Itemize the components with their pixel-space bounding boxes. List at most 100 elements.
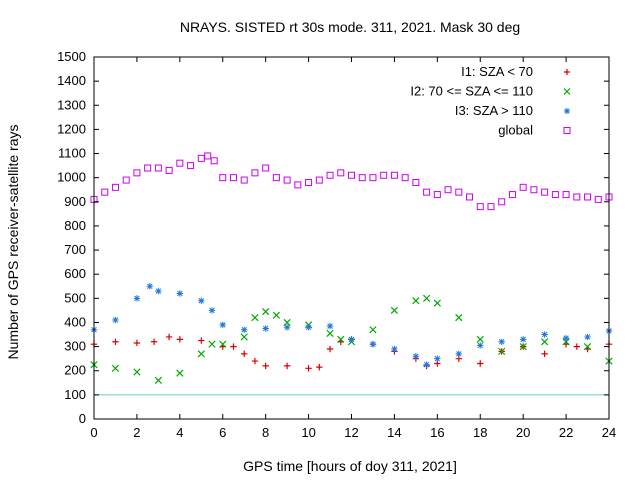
- data-point-i3-sza-110: [112, 316, 119, 324]
- data-point-i2-70-sza-110: [369, 326, 377, 334]
- data-point-i2-70-sza-110: [262, 307, 270, 316]
- data-point-global: [498, 198, 506, 206]
- data-point-global: [305, 178, 313, 186]
- data-point-global: [433, 191, 441, 199]
- data-point-global: [240, 176, 248, 184]
- data-point-global: [380, 171, 388, 179]
- data-point-global: [476, 203, 484, 211]
- y-tick-label: 200: [64, 363, 86, 378]
- legend-marker: [563, 127, 571, 134]
- data-point-global: [369, 174, 377, 182]
- data-point-i3-sza-110: [133, 295, 141, 302]
- x-tick-label: 20: [516, 425, 530, 440]
- data-point-i2-70-sza-110: [433, 299, 441, 307]
- data-point-i3-sza-110: [391, 345, 398, 353]
- data-point-i2-70-sza-110: [240, 333, 248, 341]
- data-point-global: [444, 186, 452, 194]
- y-tick-label: 900: [64, 194, 86, 209]
- data-point-i1-sza-70: [573, 343, 581, 350]
- data-point-global: [562, 191, 570, 199]
- data-point-i2-70-sza-110: [283, 318, 291, 327]
- data-point-global: [487, 203, 495, 211]
- y-tick-label: 1300: [57, 97, 86, 112]
- data-point-i3-sza-110: [584, 333, 591, 341]
- data-point-global: [358, 174, 366, 182]
- data-point-i3-sza-110: [283, 324, 291, 331]
- data-point-i3-sza-110: [455, 350, 462, 358]
- series-4: [90, 152, 613, 211]
- data-point-i2-70-sza-110: [176, 369, 184, 377]
- data-point-i2-70-sza-110: [519, 342, 527, 351]
- data-point-i3-sza-110: [434, 355, 441, 362]
- data-point-i1-sza-70: [150, 338, 158, 345]
- data-point-i1-sza-70: [251, 357, 259, 365]
- data-point-i2-70-sza-110: [251, 314, 259, 322]
- data-point-global: [584, 193, 592, 201]
- x-tick-label: 4: [176, 425, 183, 440]
- data-point-global: [187, 162, 195, 170]
- data-point-i3-sza-110: [176, 290, 184, 297]
- data-point-i3-sza-110: [241, 326, 248, 333]
- data-point-i1-sza-70: [283, 362, 291, 370]
- chart-title: NRAYS. SISTED rt 30s mode. 311, 2021. Ma…: [180, 19, 520, 35]
- x-tick-label: 14: [387, 425, 401, 440]
- data-point-global: [210, 157, 218, 165]
- data-point-i1-sza-70: [541, 350, 548, 358]
- legend-label: I1: SZA < 70: [461, 64, 533, 79]
- data-point-global: [165, 166, 173, 174]
- x-tick-label: 6: [219, 425, 226, 440]
- y-tick-label: 500: [64, 290, 86, 305]
- y-tick-label: 700: [64, 242, 86, 257]
- legend-marker: [564, 69, 570, 75]
- y-axis-title: Number of GPS receiver-satellite rays: [5, 125, 21, 360]
- data-point-global: [122, 176, 130, 184]
- data-point-global: [541, 188, 549, 196]
- x-tick-label: 22: [559, 425, 573, 440]
- data-point-global: [401, 174, 409, 182]
- data-point-i3-sza-110: [198, 297, 205, 304]
- data-point-i2-70-sza-110: [337, 335, 345, 343]
- data-point-i2-70-sza-110: [208, 340, 216, 348]
- data-point-i3-sza-110: [262, 325, 269, 332]
- data-point-global: [519, 183, 527, 191]
- data-point-i2-70-sza-110: [154, 376, 162, 385]
- data-point-i2-70-sza-110: [498, 347, 506, 356]
- data-point-i3-sza-110: [562, 334, 570, 342]
- data-point-global: [390, 171, 398, 179]
- y-tick-label: 1400: [57, 73, 86, 88]
- legend-label: I3: SZA > 110: [455, 103, 533, 118]
- data-point-i1-sza-70: [241, 350, 248, 358]
- data-point-i3-sza-110: [519, 336, 527, 343]
- data-point-i2-70-sza-110: [583, 342, 592, 351]
- x-tick-label: 8: [262, 425, 269, 440]
- x-tick-label: 16: [430, 425, 444, 440]
- data-point-global: [455, 188, 463, 196]
- data-point-global: [551, 191, 559, 199]
- legend-label: I2: 70 <= SZA <= 110: [410, 84, 533, 99]
- data-point-global: [204, 152, 212, 160]
- data-point-i3-sza-110: [155, 287, 162, 295]
- y-tick-label: 800: [64, 218, 86, 233]
- data-point-global: [133, 169, 141, 177]
- y-tick-label: 1100: [58, 146, 86, 161]
- x-tick-label: 18: [473, 425, 487, 440]
- data-point-global: [326, 171, 334, 179]
- data-point-global: [508, 191, 516, 199]
- data-point-global: [144, 164, 152, 172]
- data-point-i2-70-sza-110: [219, 340, 227, 348]
- y-tick-label: 1000: [57, 170, 86, 185]
- data-point-global: [219, 174, 227, 182]
- data-point-global: [154, 164, 162, 172]
- series-3: [90, 283, 613, 368]
- x-tick-label: 2: [133, 425, 140, 440]
- data-point-i1-sza-70: [133, 339, 141, 347]
- data-point-i2-70-sza-110: [412, 297, 420, 305]
- data-point-i2-70-sza-110: [272, 311, 281, 319]
- data-point-i3-sza-110: [326, 322, 334, 330]
- data-point-i1-sza-70: [305, 365, 312, 372]
- data-point-global: [315, 176, 323, 184]
- x-tick-label: 12: [344, 425, 358, 440]
- data-point-global: [466, 193, 474, 201]
- data-point-global: [294, 181, 302, 189]
